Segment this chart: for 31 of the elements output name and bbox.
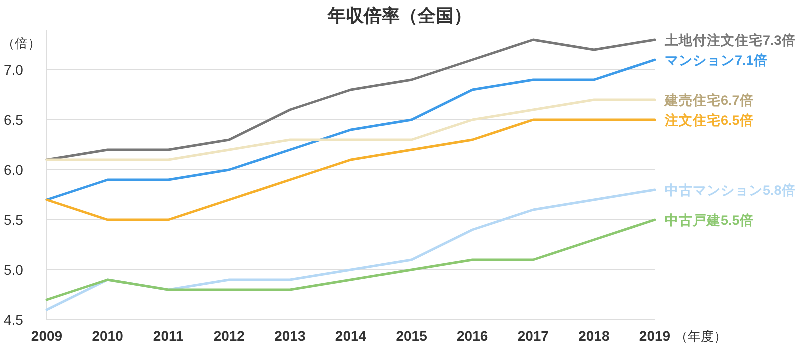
x-tick-label: 2011 — [153, 328, 184, 344]
series-label: 中古戸建5.5倍 — [665, 212, 754, 228]
x-tick-label: 2012 — [214, 328, 246, 344]
y-tick-label: 4.5 — [4, 312, 24, 328]
x-axis-title: （年度） — [675, 329, 727, 344]
x-tick-label: 2018 — [578, 328, 610, 344]
chart-title: 年収倍率（全国） — [327, 6, 472, 26]
x-tick-label: 2017 — [518, 328, 550, 344]
x-tick-label: 2014 — [335, 328, 367, 344]
x-tick-label: 2010 — [92, 328, 124, 344]
series-label: 注文住宅6.5倍 — [664, 112, 754, 128]
y-tick-label: 6.0 — [4, 162, 24, 178]
line-series — [46, 118, 656, 222]
line-series — [46, 98, 656, 162]
y-tick-label: 7.0 — [4, 62, 24, 78]
series-label: 土地付注文住宅7.3倍 — [664, 32, 796, 48]
y-tick-label: 5.5 — [4, 212, 24, 228]
y-tick-label: 6.5 — [4, 112, 24, 128]
x-tick-label: 2009 — [31, 328, 63, 344]
line-series — [46, 218, 656, 302]
series-label: 建売住宅6.7倍 — [664, 92, 754, 108]
series-label: マンション7.1倍 — [665, 52, 768, 68]
x-tick-label: 2015 — [396, 328, 428, 344]
x-tick-label: 2013 — [274, 328, 306, 344]
x-tick-label: 2019 — [639, 328, 671, 344]
line-series — [46, 58, 656, 202]
x-tick-label: 2016 — [457, 328, 488, 344]
series-label: 中古マンション5.8倍 — [665, 182, 796, 198]
y-tick-label: 5.0 — [4, 262, 24, 278]
line-series — [46, 38, 656, 162]
y-axis-title: （倍） — [2, 36, 41, 51]
